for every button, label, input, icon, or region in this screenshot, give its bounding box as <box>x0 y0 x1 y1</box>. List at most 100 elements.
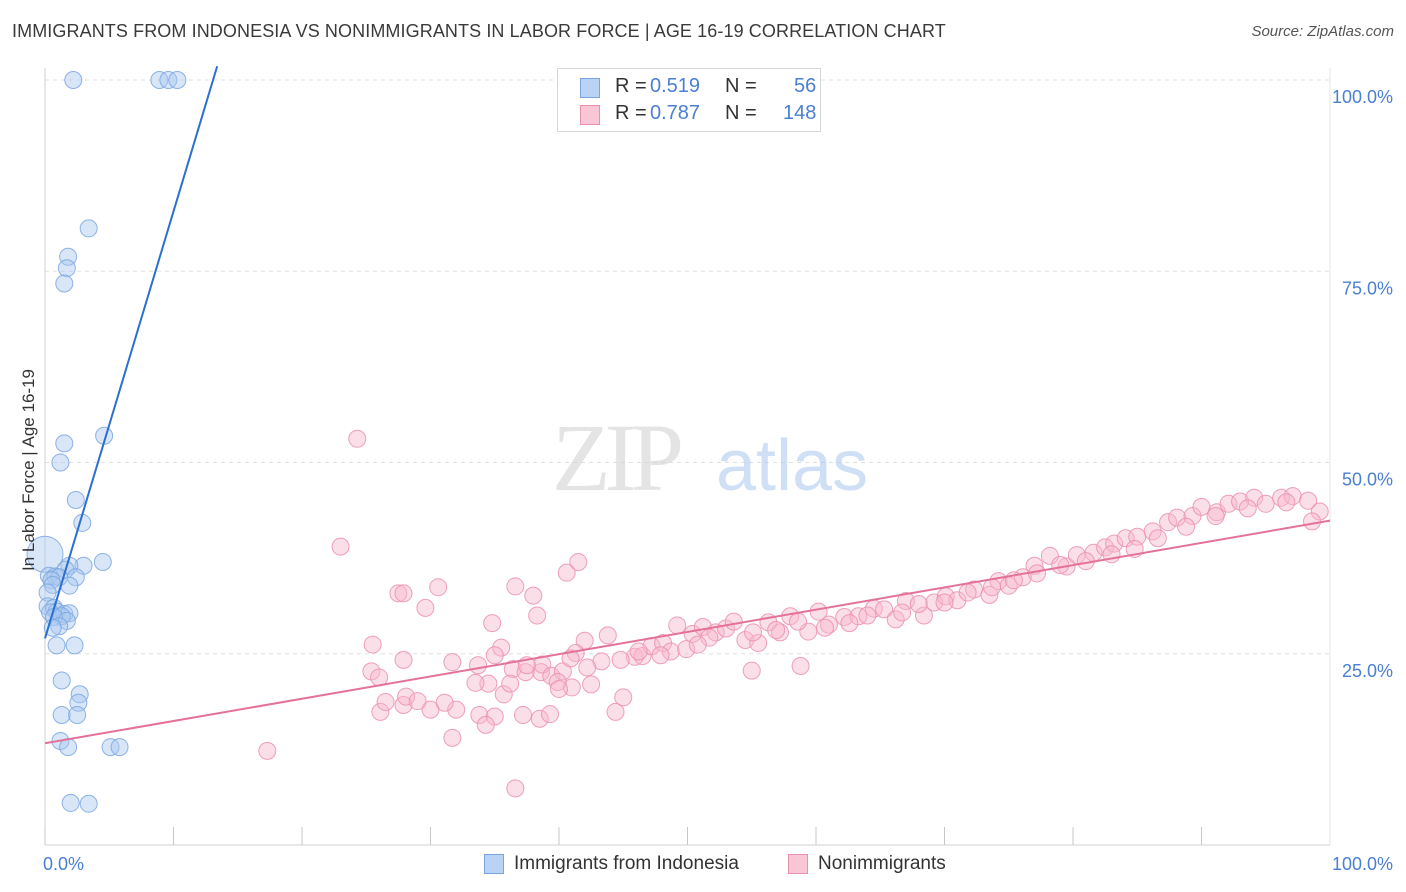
legend-r-value: 0.787 <box>650 102 701 124</box>
nonimmigrants-point <box>578 658 597 677</box>
nonimmigrants-point <box>1206 507 1225 526</box>
indonesia-point <box>47 636 66 655</box>
nonimmigrants-point <box>651 646 670 665</box>
nonimmigrants-point <box>935 593 954 612</box>
trend-lines <box>44 65 1331 745</box>
nonimmigrants-point <box>524 586 543 605</box>
nonimmigrants-point <box>331 537 350 556</box>
legend-n-label: N = <box>725 75 757 97</box>
nonimmigrants-point <box>661 642 680 661</box>
nonimmigrants-point <box>925 593 944 612</box>
indonesia-point <box>61 793 80 812</box>
indonesia-point <box>55 274 74 293</box>
legend-swatch-nonimmigrants <box>788 854 808 874</box>
indonesia-point <box>52 705 71 724</box>
nonimmigrants-point <box>470 705 489 724</box>
nonimmigrants-point <box>958 583 977 602</box>
nonimmigrants-point <box>1299 491 1318 510</box>
nonimmigrants-point <box>376 692 395 711</box>
nonimmigrants-point <box>1168 508 1187 527</box>
nonimmigrants-point <box>791 656 810 675</box>
nonimmigrants-point <box>614 688 633 707</box>
nonimmigrants-point <box>416 598 435 617</box>
indonesia-points <box>26 71 187 813</box>
nonimmigrants-point <box>561 649 580 668</box>
nonimmigrants-point <box>700 628 719 647</box>
legend-label-indonesia: Immigrants from Indonesia <box>514 853 739 874</box>
nonimmigrants-point <box>501 674 520 693</box>
indonesia-point <box>57 259 76 278</box>
y-tick-label: 100.0% <box>1332 87 1393 107</box>
indonesia-point <box>168 71 187 89</box>
watermark-zip: ZIP <box>552 404 681 511</box>
nonimmigrants-point <box>789 612 808 631</box>
legend-swatch-indonesia <box>484 854 504 874</box>
nonimmigrants-point <box>528 606 547 625</box>
nonimmigrants-point <box>1303 512 1322 531</box>
nonimmigrants-point <box>835 608 854 627</box>
y-tick-label: 75.0% <box>1342 278 1393 298</box>
nonimmigrants-point <box>849 607 868 626</box>
nonimmigrants-point <box>443 728 462 747</box>
legend-r-label: R = <box>615 102 647 124</box>
nonimmigrants-point <box>569 552 588 571</box>
nonimmigrants-point <box>466 673 485 692</box>
nonimmigrants-point <box>562 678 581 697</box>
nonimmigrants-point <box>479 674 498 693</box>
nonimmigrants-point <box>485 646 504 665</box>
indonesia-point <box>93 552 112 571</box>
y-axis-label: In Labor Force | Age 16-19 <box>19 369 38 571</box>
correlation-legend: R = 0.519 N = 56 R = 0.787 N = 148 <box>557 68 821 132</box>
x-tick-label: 0.0% <box>43 854 84 874</box>
indonesia-point <box>50 617 69 636</box>
series-legend: Immigrants from Indonesia Nonimmigrants <box>0 852 1406 878</box>
watermark: ZIP atlas <box>552 404 868 511</box>
nonimmigrants-point <box>550 679 568 698</box>
legend-swatch-nonimmigrants <box>580 105 600 125</box>
nonimmigrants-point <box>258 741 277 760</box>
nonimmigrants-point <box>875 600 894 619</box>
nonimmigrants-point <box>476 715 495 734</box>
nonimmigrants-point <box>767 621 786 640</box>
y-tick-label: 50.0% <box>1342 470 1393 490</box>
indonesia-point <box>64 71 83 89</box>
nonimmigrants-point <box>394 584 413 603</box>
indonesia-point <box>66 490 85 509</box>
indonesia-point <box>59 247 78 266</box>
legend-r-value: 0.519 <box>650 75 701 97</box>
indonesia-point <box>65 636 84 655</box>
nonimmigrants-point <box>389 584 408 603</box>
nonimmigrants-point <box>724 612 743 631</box>
nonimmigrants-point <box>483 614 502 633</box>
nonimmigrants-point <box>1183 507 1202 526</box>
nonimmigrants-point <box>492 638 511 657</box>
watermark-atlas: atlas <box>716 426 868 506</box>
nonimmigrants-point <box>469 656 488 675</box>
legend-label-nonimmigrants: Nonimmigrants <box>818 853 946 874</box>
nonimmigrants-point <box>348 429 367 448</box>
nonimmigrants-point <box>582 675 601 694</box>
nonimmigrants-point <box>363 635 382 654</box>
chart-title: IMMIGRANTS FROM INDONESIA VS NONIMMIGRAN… <box>12 21 946 41</box>
indonesia-point <box>51 453 70 472</box>
indonesia-point <box>38 583 57 602</box>
indonesia-point <box>52 671 71 690</box>
grid <box>45 79 1330 655</box>
nonimmigrants-point <box>688 635 707 654</box>
nonimmigrants-point <box>1310 502 1329 521</box>
nonimmigrants-point <box>408 692 427 711</box>
nonimmigrants-point <box>494 685 513 704</box>
nonimmigrants-point <box>858 606 877 625</box>
nonimmigrants-point <box>397 687 416 706</box>
legend-n-label: N = <box>725 102 757 124</box>
indonesia-point <box>110 738 129 757</box>
nonimmigrants-point <box>1096 538 1115 557</box>
legend-swatch-indonesia <box>580 78 600 98</box>
nonimmigrants-point <box>1219 494 1238 513</box>
nonimmigrants-point <box>394 650 413 669</box>
nonimmigrants-point <box>447 700 466 719</box>
nonimmigrants-trend-line <box>44 519 1331 745</box>
nonimmigrants-point <box>598 626 617 645</box>
indonesia-trend-line <box>44 65 219 639</box>
nonimmigrants-point <box>435 693 454 712</box>
